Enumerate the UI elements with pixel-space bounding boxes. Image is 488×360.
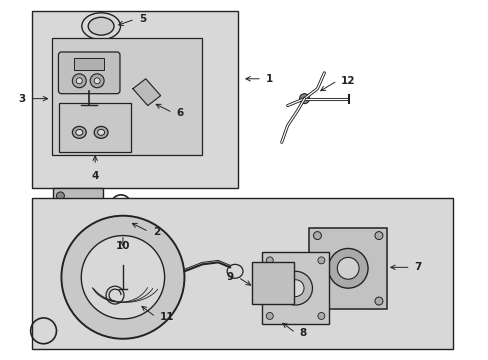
Circle shape [337, 257, 358, 279]
Text: 8: 8 [299, 328, 306, 338]
Text: 5: 5 [139, 14, 146, 24]
Circle shape [70, 221, 76, 227]
Circle shape [266, 257, 273, 264]
Bar [74, 58, 104, 70]
Bar [34, 213, 105, 235]
Bar [53, 188, 103, 218]
Ellipse shape [94, 126, 108, 138]
Bar [32, 198, 452, 349]
Text: 3: 3 [19, 94, 26, 104]
Ellipse shape [72, 126, 86, 138]
Circle shape [313, 297, 321, 305]
Circle shape [317, 257, 324, 264]
Bar [309, 228, 386, 309]
Circle shape [317, 312, 324, 319]
Text: 9: 9 [226, 272, 234, 282]
Circle shape [313, 231, 321, 239]
Text: 11: 11 [160, 312, 174, 322]
Circle shape [67, 218, 79, 230]
Circle shape [76, 78, 82, 84]
Text: 2: 2 [152, 226, 160, 237]
Text: 10: 10 [116, 240, 130, 251]
Bar [32, 11, 238, 188]
Bar [262, 252, 328, 324]
Text: 1: 1 [265, 74, 272, 84]
Circle shape [278, 271, 312, 305]
Circle shape [45, 218, 57, 230]
Circle shape [90, 74, 104, 88]
Circle shape [56, 206, 64, 214]
Bar [51, 38, 202, 155]
Circle shape [266, 312, 273, 319]
Ellipse shape [98, 129, 104, 135]
Text: 7: 7 [414, 262, 421, 272]
Circle shape [286, 280, 304, 297]
Circle shape [81, 235, 164, 319]
Bar [60, 103, 131, 152]
Circle shape [327, 248, 367, 288]
Circle shape [94, 78, 100, 84]
Ellipse shape [88, 17, 114, 35]
Bar [251, 262, 293, 304]
Text: 4: 4 [91, 171, 99, 181]
Circle shape [374, 231, 382, 239]
Circle shape [72, 74, 86, 88]
Circle shape [61, 216, 184, 339]
Ellipse shape [102, 219, 108, 229]
Circle shape [374, 297, 382, 305]
Circle shape [56, 192, 64, 200]
Ellipse shape [76, 129, 82, 135]
Text: 12: 12 [341, 76, 355, 86]
Polygon shape [133, 79, 161, 105]
FancyBboxPatch shape [59, 52, 120, 94]
Text: 6: 6 [176, 108, 183, 117]
Circle shape [48, 221, 54, 227]
Circle shape [299, 94, 309, 104]
